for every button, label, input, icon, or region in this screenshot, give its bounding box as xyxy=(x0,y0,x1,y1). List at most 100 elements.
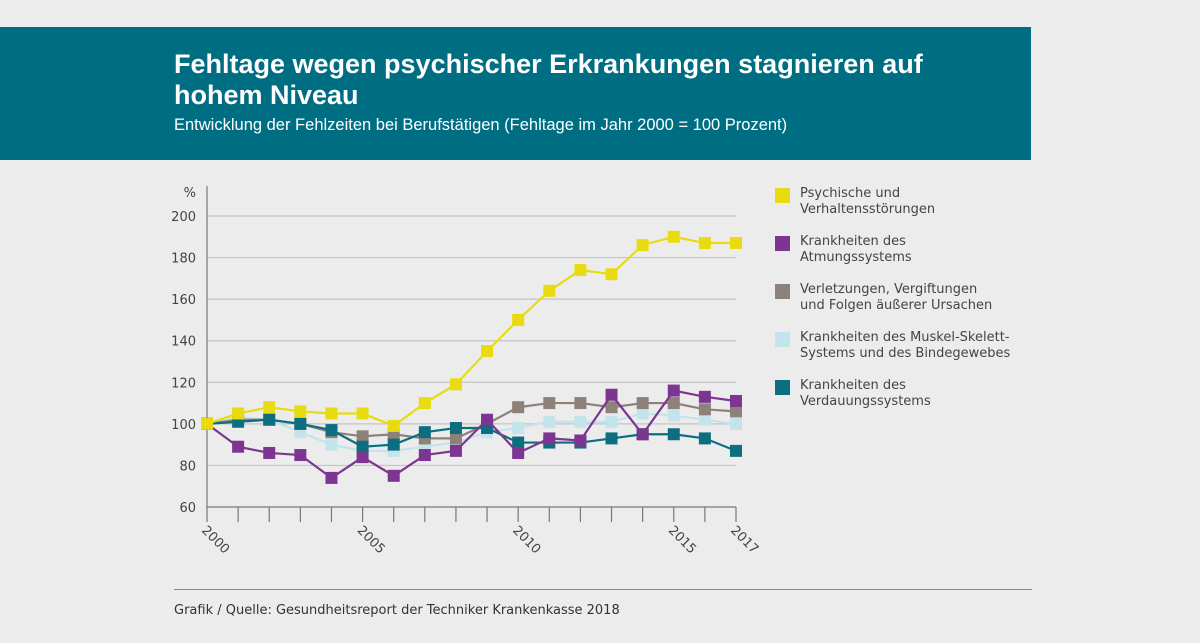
data-point-marker xyxy=(356,451,369,464)
data-point-marker xyxy=(605,268,618,281)
data-point-marker xyxy=(325,438,338,451)
x-tick-label: 2015 xyxy=(665,523,699,557)
x-tick-label: 2005 xyxy=(354,523,388,557)
data-point-marker xyxy=(574,434,587,447)
legend: Psychische und Verhaltensstörungen Krankh… xyxy=(775,186,1075,418)
data-point-marker xyxy=(543,397,556,410)
chart-subtitle: Entwicklung der Fehlzeiten bei Berufstät… xyxy=(174,116,788,134)
x-tick-label: 2017 xyxy=(727,523,761,557)
y-tick-label: 100 xyxy=(171,418,196,433)
data-point-marker xyxy=(543,284,556,297)
data-point-marker xyxy=(263,413,276,426)
data-point-marker xyxy=(512,313,525,326)
data-point-marker xyxy=(449,444,462,457)
legend-item: Verletzungen, Vergiftungen und Folgen äu… xyxy=(775,282,1075,322)
data-point-marker xyxy=(449,432,462,445)
data-point-marker xyxy=(201,417,213,430)
data-point-marker xyxy=(667,384,680,397)
data-point-marker xyxy=(730,405,742,418)
data-point-marker xyxy=(418,397,431,410)
data-point-marker xyxy=(543,415,556,428)
data-point-marker xyxy=(294,417,307,430)
footer-divider xyxy=(174,589,1032,590)
y-tick-label: 80 xyxy=(179,459,196,474)
y-tick-label: 160 xyxy=(171,293,196,308)
data-point-marker xyxy=(636,239,649,252)
data-point-marker xyxy=(356,440,369,453)
data-point-marker xyxy=(387,419,400,432)
data-point-marker xyxy=(512,401,525,414)
legend-label: Krankheiten des Muskel-Skelett- Systems … xyxy=(800,330,1011,361)
chart-title: Fehltage wegen psychischer Erkrankungen … xyxy=(174,49,923,110)
data-point-marker xyxy=(667,397,680,410)
data-point-marker xyxy=(543,432,556,445)
data-point-marker xyxy=(294,449,307,462)
header-banner: Fehltage wegen psychischer Erkrankungen … xyxy=(0,27,1031,160)
source-note: Grafik / Quelle: Gesundheitsreport der T… xyxy=(174,603,620,618)
data-point-marker xyxy=(387,469,400,482)
data-point-marker xyxy=(418,426,431,439)
data-point-marker xyxy=(512,422,525,435)
data-point-marker xyxy=(730,394,742,407)
legend-item: Krankheiten des Atmungssystems xyxy=(775,234,1075,274)
legend-label: Psychische und Verhaltensstörungen xyxy=(800,186,936,217)
data-point-marker xyxy=(325,471,338,484)
data-point-marker xyxy=(605,401,618,414)
y-tick-label: 180 xyxy=(171,252,196,267)
data-point-marker xyxy=(356,430,369,443)
data-point-marker xyxy=(325,407,338,420)
data-point-marker xyxy=(263,446,276,459)
y-tick-label: 200 xyxy=(171,210,196,225)
legend-label: Verletzungen, Vergiftungen und Folgen äu… xyxy=(800,282,993,313)
data-point-marker xyxy=(730,444,742,457)
data-point-marker xyxy=(387,438,400,451)
data-point-marker xyxy=(636,397,649,410)
data-point-marker xyxy=(605,415,618,428)
data-point-marker xyxy=(698,413,711,426)
data-point-marker xyxy=(512,436,525,449)
data-point-marker xyxy=(574,264,587,277)
legend-label: Krankheiten des Atmungssystems xyxy=(800,234,912,265)
legend-swatch xyxy=(775,332,790,347)
legend-swatch xyxy=(775,284,790,299)
data-point-marker xyxy=(481,413,494,426)
data-point-marker xyxy=(667,428,680,441)
data-point-marker xyxy=(667,409,680,422)
data-point-marker xyxy=(481,345,494,358)
series-line xyxy=(206,235,736,428)
data-point-marker xyxy=(698,403,711,416)
data-point-marker xyxy=(574,415,587,428)
data-point-marker xyxy=(574,397,587,410)
series-line xyxy=(206,401,737,440)
y-axis-label: % xyxy=(184,186,196,201)
data-point-marker xyxy=(512,446,525,459)
data-point-marker xyxy=(698,432,711,445)
data-point-marker xyxy=(356,407,369,420)
data-point-marker xyxy=(418,449,431,462)
y-tick-label: 120 xyxy=(171,376,196,391)
data-point-marker xyxy=(232,407,245,420)
data-point-marker xyxy=(325,424,338,437)
legend-item: Psychische und Verhaltensstörungen xyxy=(775,186,1075,226)
x-tick-label: 2010 xyxy=(509,523,543,557)
legend-swatch xyxy=(775,380,790,395)
data-point-marker xyxy=(449,378,462,391)
x-tick-label: 2000 xyxy=(198,523,232,557)
data-point-marker xyxy=(263,401,276,414)
data-point-marker xyxy=(698,237,711,250)
legend-label: Krankheiten des Verdauungssystems xyxy=(800,378,931,409)
data-point-marker xyxy=(636,428,649,441)
data-point-marker xyxy=(232,440,245,453)
legend-item: Krankheiten des Muskel-Skelett- Systems … xyxy=(775,330,1075,370)
y-tick-label: 60 xyxy=(179,501,196,516)
data-point-marker xyxy=(730,417,742,430)
data-point-marker xyxy=(730,237,742,250)
data-point-marker xyxy=(667,230,680,243)
data-point-marker xyxy=(605,388,618,401)
legend-swatch xyxy=(775,236,790,251)
data-point-marker xyxy=(698,390,711,403)
y-tick-label: 140 xyxy=(171,335,196,350)
legend-item: Krankheiten des Verdauungssystems xyxy=(775,378,1075,418)
data-point-marker xyxy=(605,432,618,445)
